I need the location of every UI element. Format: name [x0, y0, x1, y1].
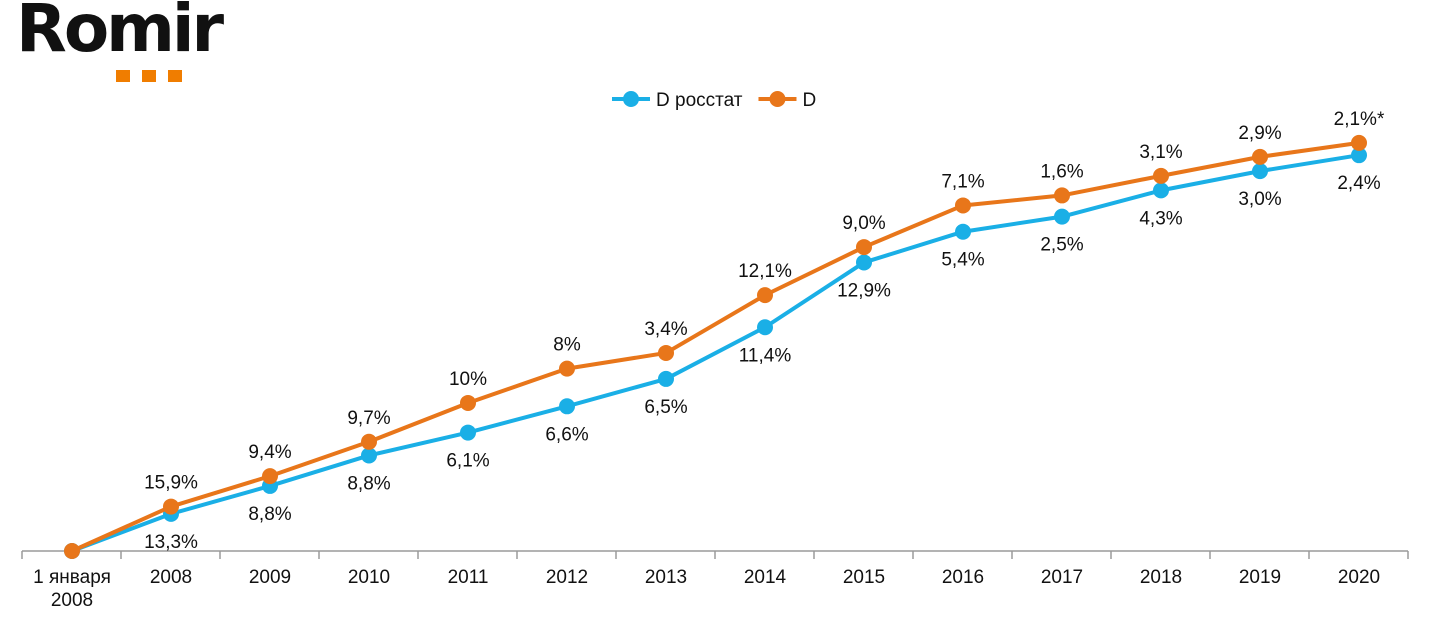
data-label: 3,0%: [1238, 189, 1281, 210]
data-label: 8,8%: [347, 473, 390, 494]
x-tick-label: 2016: [942, 567, 984, 588]
data-point: [1351, 147, 1367, 164]
data-label: 2,9%: [1238, 123, 1281, 144]
data-label: 6,5%: [644, 397, 687, 418]
data-point: [361, 433, 377, 450]
data-label: 12,9%: [837, 280, 891, 301]
logo-dots: [116, 70, 182, 82]
data-label: 12,1%: [738, 261, 792, 282]
data-point: [163, 498, 179, 515]
data-label: 9,7%: [347, 408, 390, 429]
x-tick-label: 2018: [1140, 567, 1182, 588]
data-point: [757, 319, 773, 336]
x-tick-label: 2012: [546, 567, 588, 588]
data-point: [1351, 134, 1367, 151]
series-line: [71, 153, 1360, 553]
data-label: 2,5%: [1040, 235, 1083, 256]
data-point: [460, 394, 476, 411]
data-label: 7,1%: [941, 171, 984, 192]
x-axis: 1 января 2008 2008 2009 2010 2011 2012 2013 2014…: [21, 550, 1409, 611]
data-label: 2,1%*: [1334, 109, 1385, 130]
x-tick-label: 2010: [348, 567, 390, 588]
legend-item: D росстат: [612, 90, 743, 111]
data-point: [1153, 182, 1169, 199]
data-label: 6,1%: [446, 451, 489, 472]
x-tick-label: 2013: [645, 567, 687, 588]
data-label: 9,4%: [248, 442, 291, 463]
romir-logo: Romir: [16, 0, 224, 82]
x-tick-label: 2017: [1041, 567, 1083, 588]
data-label: 6,6%: [545, 424, 588, 445]
data-label: 9,0%: [842, 213, 885, 234]
x-tick-label: 1 января 2008: [33, 567, 111, 611]
data-label: 3,4%: [644, 319, 687, 340]
legend-label: D росстат: [656, 90, 743, 111]
series-d: [64, 134, 1367, 559]
legend-swatch-marker: [623, 91, 639, 107]
data-point: [757, 287, 773, 304]
data-point: [64, 543, 80, 559]
data-point: [1054, 187, 1070, 204]
data-point: [1252, 148, 1268, 165]
legend-label: D: [802, 90, 816, 111]
logo-text: Romir: [16, 0, 224, 67]
data-point: [460, 424, 476, 441]
data-label: 13,3%: [144, 532, 198, 553]
x-tick-label: 2014: [744, 567, 787, 588]
data-point: [1054, 208, 1070, 225]
data-label: 2,4%: [1337, 173, 1380, 194]
data-point: [955, 223, 971, 240]
data-labels: 13,3% 8,8% 8,8% 6,1% 6,6% 6,5% 11,4% 12,9% 5,4% 2…: [144, 109, 1385, 553]
legend-item: D: [758, 90, 816, 111]
x-tick-label: 2019: [1239, 567, 1281, 588]
data-point: [658, 370, 674, 387]
logo-dot: [116, 70, 130, 82]
data-label: 1,6%: [1040, 161, 1083, 182]
data-label: 4,3%: [1139, 208, 1182, 229]
data-point: [559, 360, 575, 377]
series-layer: [64, 134, 1367, 559]
x-tick-label: 2009: [249, 567, 291, 588]
data-label: 11,4%: [739, 345, 792, 366]
x-tick-label: 2008: [150, 567, 192, 588]
data-point: [856, 239, 872, 256]
data-point: [658, 344, 674, 361]
x-tick-label: 2015: [843, 567, 885, 588]
data-label: 10%: [449, 369, 487, 390]
data-point: [361, 447, 377, 464]
data-label: 8%: [553, 335, 581, 356]
data-point: [955, 197, 971, 214]
x-tick-label: 2020: [1338, 567, 1380, 588]
data-point: [856, 254, 872, 271]
x-tick-label: 2011: [448, 567, 489, 588]
data-point: [559, 398, 575, 415]
data-label: 3,1%: [1139, 142, 1182, 163]
data-point: [262, 468, 278, 485]
data-label: 8,8%: [248, 504, 291, 525]
data-point: [1153, 167, 1169, 184]
chart-legend: D росстат D: [612, 90, 816, 111]
logo-dot: [168, 70, 182, 82]
series-line: [71, 140, 1360, 553]
data-label: 5,4%: [941, 250, 984, 271]
logo-dot: [142, 70, 156, 82]
data-label: 15,9%: [144, 473, 198, 494]
legend-swatch-marker: [769, 91, 786, 107]
data-point: [1252, 163, 1268, 180]
